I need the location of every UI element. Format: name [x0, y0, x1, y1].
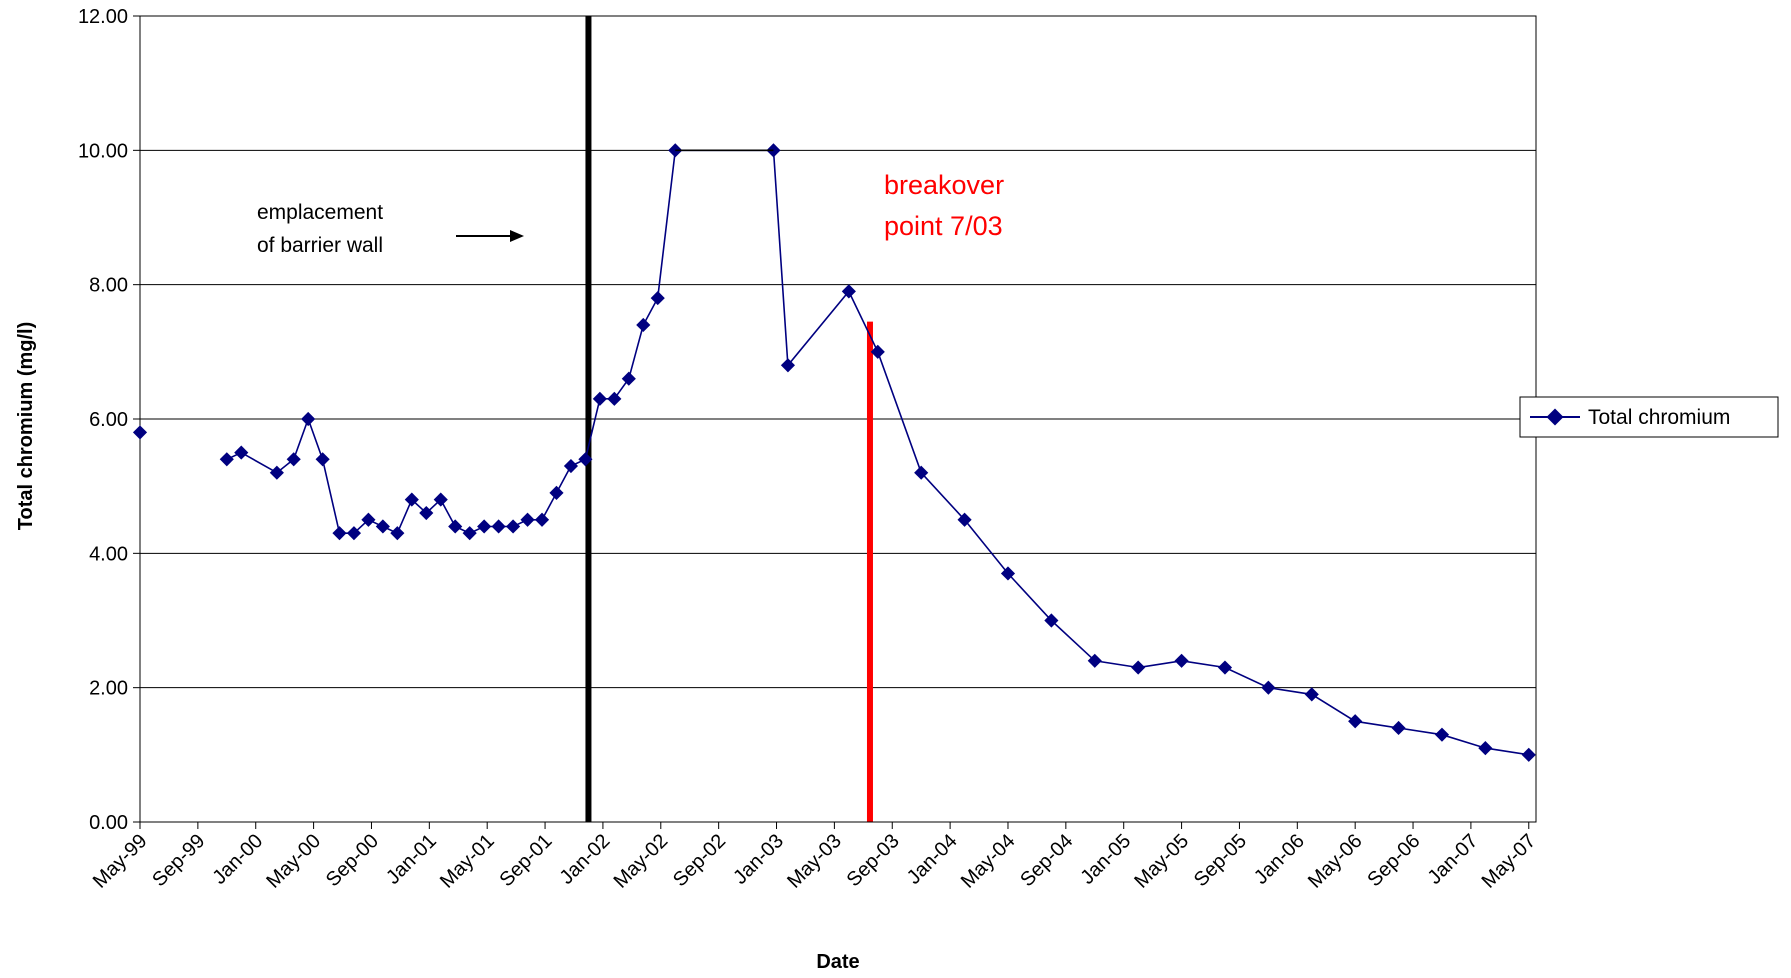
- x-tick-label: Sep-05: [1190, 830, 1251, 891]
- x-tick-label: May-04: [957, 830, 1020, 893]
- y-tick-label: 12.00: [78, 6, 128, 28]
- data-point: [346, 526, 362, 541]
- data-point: [841, 284, 856, 299]
- data-point: [957, 512, 972, 527]
- x-tick-label: May-06: [1304, 830, 1367, 893]
- legend: Total chromium: [1519, 396, 1779, 438]
- data-point: [1304, 687, 1319, 702]
- x-tick-label: Jan-07: [1424, 830, 1483, 889]
- breakover-annotation-text: point 7/03: [884, 211, 1003, 241]
- barrier-annotation-text: of barrier wall: [257, 234, 383, 257]
- barrier-annotation-text: emplacement: [257, 201, 383, 224]
- data-point: [506, 519, 521, 534]
- y-tick-label: 10.00: [78, 140, 128, 162]
- x-tick-label: Sep-03: [843, 830, 904, 891]
- data-point: [462, 526, 477, 541]
- data-point: [315, 452, 330, 467]
- annotation-arrow-head: [510, 230, 524, 242]
- data-point: [286, 452, 301, 467]
- x-tick-label: Sep-99: [148, 830, 209, 891]
- data-point: [621, 371, 636, 386]
- data-point: [1087, 653, 1102, 668]
- x-tick-label: Jan-03: [729, 830, 788, 889]
- x-tick-label: Jan-02: [556, 830, 615, 889]
- data-point: [1521, 747, 1536, 762]
- y-tick-label: 6.00: [89, 409, 128, 431]
- x-tick-label: May-02: [610, 830, 673, 893]
- data-point: [650, 291, 665, 306]
- data-point: [1478, 741, 1493, 756]
- data-point: [578, 452, 593, 467]
- data-point: [914, 465, 929, 480]
- x-tick-label: May-01: [436, 830, 499, 893]
- data-point: [477, 519, 492, 534]
- data-point: [534, 512, 550, 527]
- x-tick-label: May-07: [1478, 830, 1541, 893]
- data-point: [1261, 680, 1276, 695]
- data-point: [1000, 566, 1016, 581]
- x-tick-label: Sep-02: [669, 830, 730, 891]
- data-point: [390, 526, 405, 541]
- data-point: [269, 465, 284, 480]
- data-point: [448, 519, 463, 534]
- x-tick-label: Jan-01: [382, 830, 441, 889]
- data-point: [404, 492, 419, 507]
- x-tick-label: May-03: [783, 830, 846, 893]
- y-axis-title: Total chromium (mg/l): [15, 322, 37, 531]
- data-point: [563, 458, 579, 474]
- series-line: [226, 149, 1529, 756]
- data-point: [1131, 660, 1146, 675]
- y-tick-label: 2.00: [89, 678, 128, 700]
- x-tick-label: May-05: [1130, 830, 1193, 893]
- x-tick-label: Jan-04: [903, 830, 962, 889]
- data-point: [332, 526, 347, 541]
- x-tick-label: Sep-01: [495, 830, 556, 891]
- data-point: [520, 512, 535, 527]
- legend-label: Total chromium: [1588, 406, 1730, 429]
- data-point: [870, 344, 885, 359]
- data-point: [636, 317, 651, 333]
- data-point: [491, 519, 506, 534]
- data-point: [1391, 720, 1406, 736]
- data-point: [132, 425, 148, 440]
- x-axis-title: Date: [816, 951, 859, 973]
- data-point: [1217, 660, 1233, 675]
- data-point: [234, 445, 249, 460]
- y-tick-label: 0.00: [89, 812, 128, 834]
- x-tick-label: Sep-04: [1016, 830, 1077, 891]
- x-tick-label: Sep-06: [1363, 830, 1424, 891]
- data-point: [1174, 653, 1189, 668]
- x-tick-label: May-99: [89, 830, 152, 893]
- y-tick-label: 4.00: [89, 543, 128, 565]
- y-tick-label: 8.00: [89, 275, 128, 297]
- data-point: [1434, 727, 1450, 742]
- data-point: [433, 492, 448, 507]
- data-point: [1044, 613, 1059, 628]
- x-tick-label: Jan-06: [1250, 830, 1309, 889]
- data-point: [361, 512, 376, 527]
- x-tick-label: Jan-05: [1076, 830, 1135, 889]
- data-point: [1348, 714, 1363, 729]
- x-tick-label: May-00: [262, 830, 325, 893]
- data-point: [592, 391, 607, 406]
- data-point: [607, 391, 622, 406]
- data-point: [301, 411, 316, 427]
- data-point: [375, 519, 390, 534]
- data-point: [549, 485, 564, 500]
- data-point: [219, 452, 234, 467]
- x-tick-label: Sep-00: [322, 830, 383, 891]
- breakover-annotation-text: breakover: [884, 170, 1004, 200]
- data-point: [780, 358, 796, 373]
- data-point: [419, 505, 434, 521]
- x-tick-label: Jan-00: [208, 830, 267, 889]
